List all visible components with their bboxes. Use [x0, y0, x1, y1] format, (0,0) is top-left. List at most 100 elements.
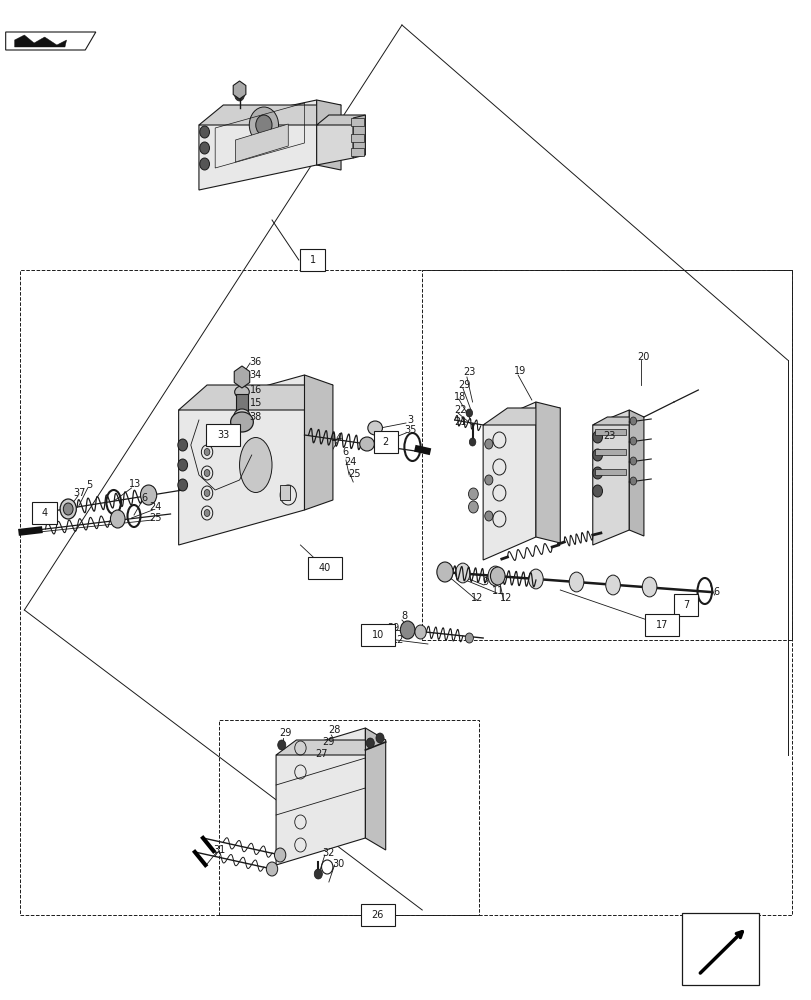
Bar: [594, 449, 625, 455]
Text: 5: 5: [86, 480, 92, 490]
Text: 38: 38: [249, 412, 262, 422]
Text: 9: 9: [482, 577, 488, 587]
Bar: [673, 594, 697, 616]
Circle shape: [255, 115, 272, 135]
Circle shape: [484, 475, 492, 485]
Polygon shape: [353, 115, 365, 158]
Text: 4: 4: [41, 508, 48, 518]
Bar: [360, 904, 394, 926]
Text: 24: 24: [344, 457, 357, 467]
Bar: [350, 148, 363, 156]
Circle shape: [366, 738, 374, 748]
Circle shape: [466, 409, 472, 417]
Text: 26: 26: [371, 910, 384, 920]
Circle shape: [178, 479, 187, 491]
Polygon shape: [316, 100, 341, 170]
Bar: [32, 502, 57, 524]
Ellipse shape: [490, 567, 504, 585]
Text: 33: 33: [217, 430, 230, 440]
Text: 32: 32: [322, 848, 335, 858]
Polygon shape: [235, 124, 288, 162]
Polygon shape: [316, 115, 365, 125]
Ellipse shape: [455, 563, 470, 583]
Ellipse shape: [274, 848, 285, 862]
Ellipse shape: [569, 572, 583, 592]
Circle shape: [204, 448, 209, 456]
Text: 19: 19: [513, 366, 526, 376]
Circle shape: [592, 449, 602, 461]
Bar: [422, 270, 791, 640]
Text: 25: 25: [149, 513, 162, 523]
Bar: [236, 394, 247, 412]
Text: 8: 8: [401, 611, 407, 621]
Bar: [20, 270, 791, 915]
Polygon shape: [276, 728, 365, 865]
Circle shape: [469, 438, 475, 446]
Circle shape: [314, 869, 322, 879]
Polygon shape: [483, 402, 535, 560]
Bar: [307, 557, 341, 579]
Text: 23: 23: [602, 431, 615, 441]
Text: 37: 37: [73, 488, 86, 498]
Polygon shape: [199, 100, 316, 190]
Text: 14: 14: [330, 433, 343, 443]
Text: 15: 15: [249, 398, 262, 408]
Ellipse shape: [60, 499, 76, 519]
Text: 29: 29: [279, 728, 292, 738]
Circle shape: [629, 477, 636, 485]
Circle shape: [629, 437, 636, 445]
Text: 12: 12: [470, 593, 483, 603]
Ellipse shape: [234, 386, 249, 398]
Circle shape: [204, 489, 209, 496]
Polygon shape: [629, 410, 643, 536]
Ellipse shape: [487, 566, 502, 586]
Text: 27: 27: [315, 749, 328, 759]
Polygon shape: [535, 402, 560, 543]
Bar: [594, 429, 625, 435]
Text: 13: 13: [128, 479, 141, 489]
Text: 6: 6: [712, 587, 719, 597]
Ellipse shape: [230, 412, 253, 432]
Polygon shape: [304, 375, 333, 510]
Text: 29: 29: [321, 737, 334, 747]
Bar: [350, 118, 363, 126]
Bar: [280, 485, 290, 500]
Ellipse shape: [367, 421, 382, 435]
Polygon shape: [592, 417, 643, 425]
Text: 39: 39: [386, 623, 399, 633]
Bar: [373, 431, 397, 453]
Text: 10: 10: [371, 630, 384, 640]
Ellipse shape: [528, 569, 543, 589]
Text: 35: 35: [403, 425, 416, 435]
Bar: [350, 134, 363, 142]
Polygon shape: [276, 740, 385, 755]
Circle shape: [468, 488, 478, 500]
Text: 7: 7: [682, 600, 689, 610]
Circle shape: [484, 439, 492, 449]
Circle shape: [484, 511, 492, 521]
Polygon shape: [178, 385, 333, 410]
Circle shape: [465, 633, 473, 643]
Bar: [300, 249, 324, 271]
Text: 21: 21: [453, 417, 466, 427]
Text: 34: 34: [249, 370, 262, 380]
Ellipse shape: [266, 862, 277, 876]
Text: 12: 12: [391, 635, 404, 645]
Circle shape: [234, 89, 244, 101]
Ellipse shape: [234, 409, 250, 423]
Circle shape: [277, 740, 285, 750]
Text: 36: 36: [249, 357, 262, 367]
Circle shape: [468, 501, 478, 513]
Text: 6: 6: [141, 493, 148, 503]
Ellipse shape: [414, 625, 426, 639]
Circle shape: [629, 457, 636, 465]
Text: 31: 31: [212, 845, 225, 855]
Polygon shape: [483, 408, 560, 425]
Polygon shape: [316, 118, 353, 165]
Bar: [206, 424, 240, 446]
Text: 24: 24: [149, 502, 162, 512]
Circle shape: [200, 158, 209, 170]
Text: 6: 6: [341, 447, 348, 457]
Polygon shape: [6, 32, 96, 50]
Polygon shape: [234, 366, 250, 388]
